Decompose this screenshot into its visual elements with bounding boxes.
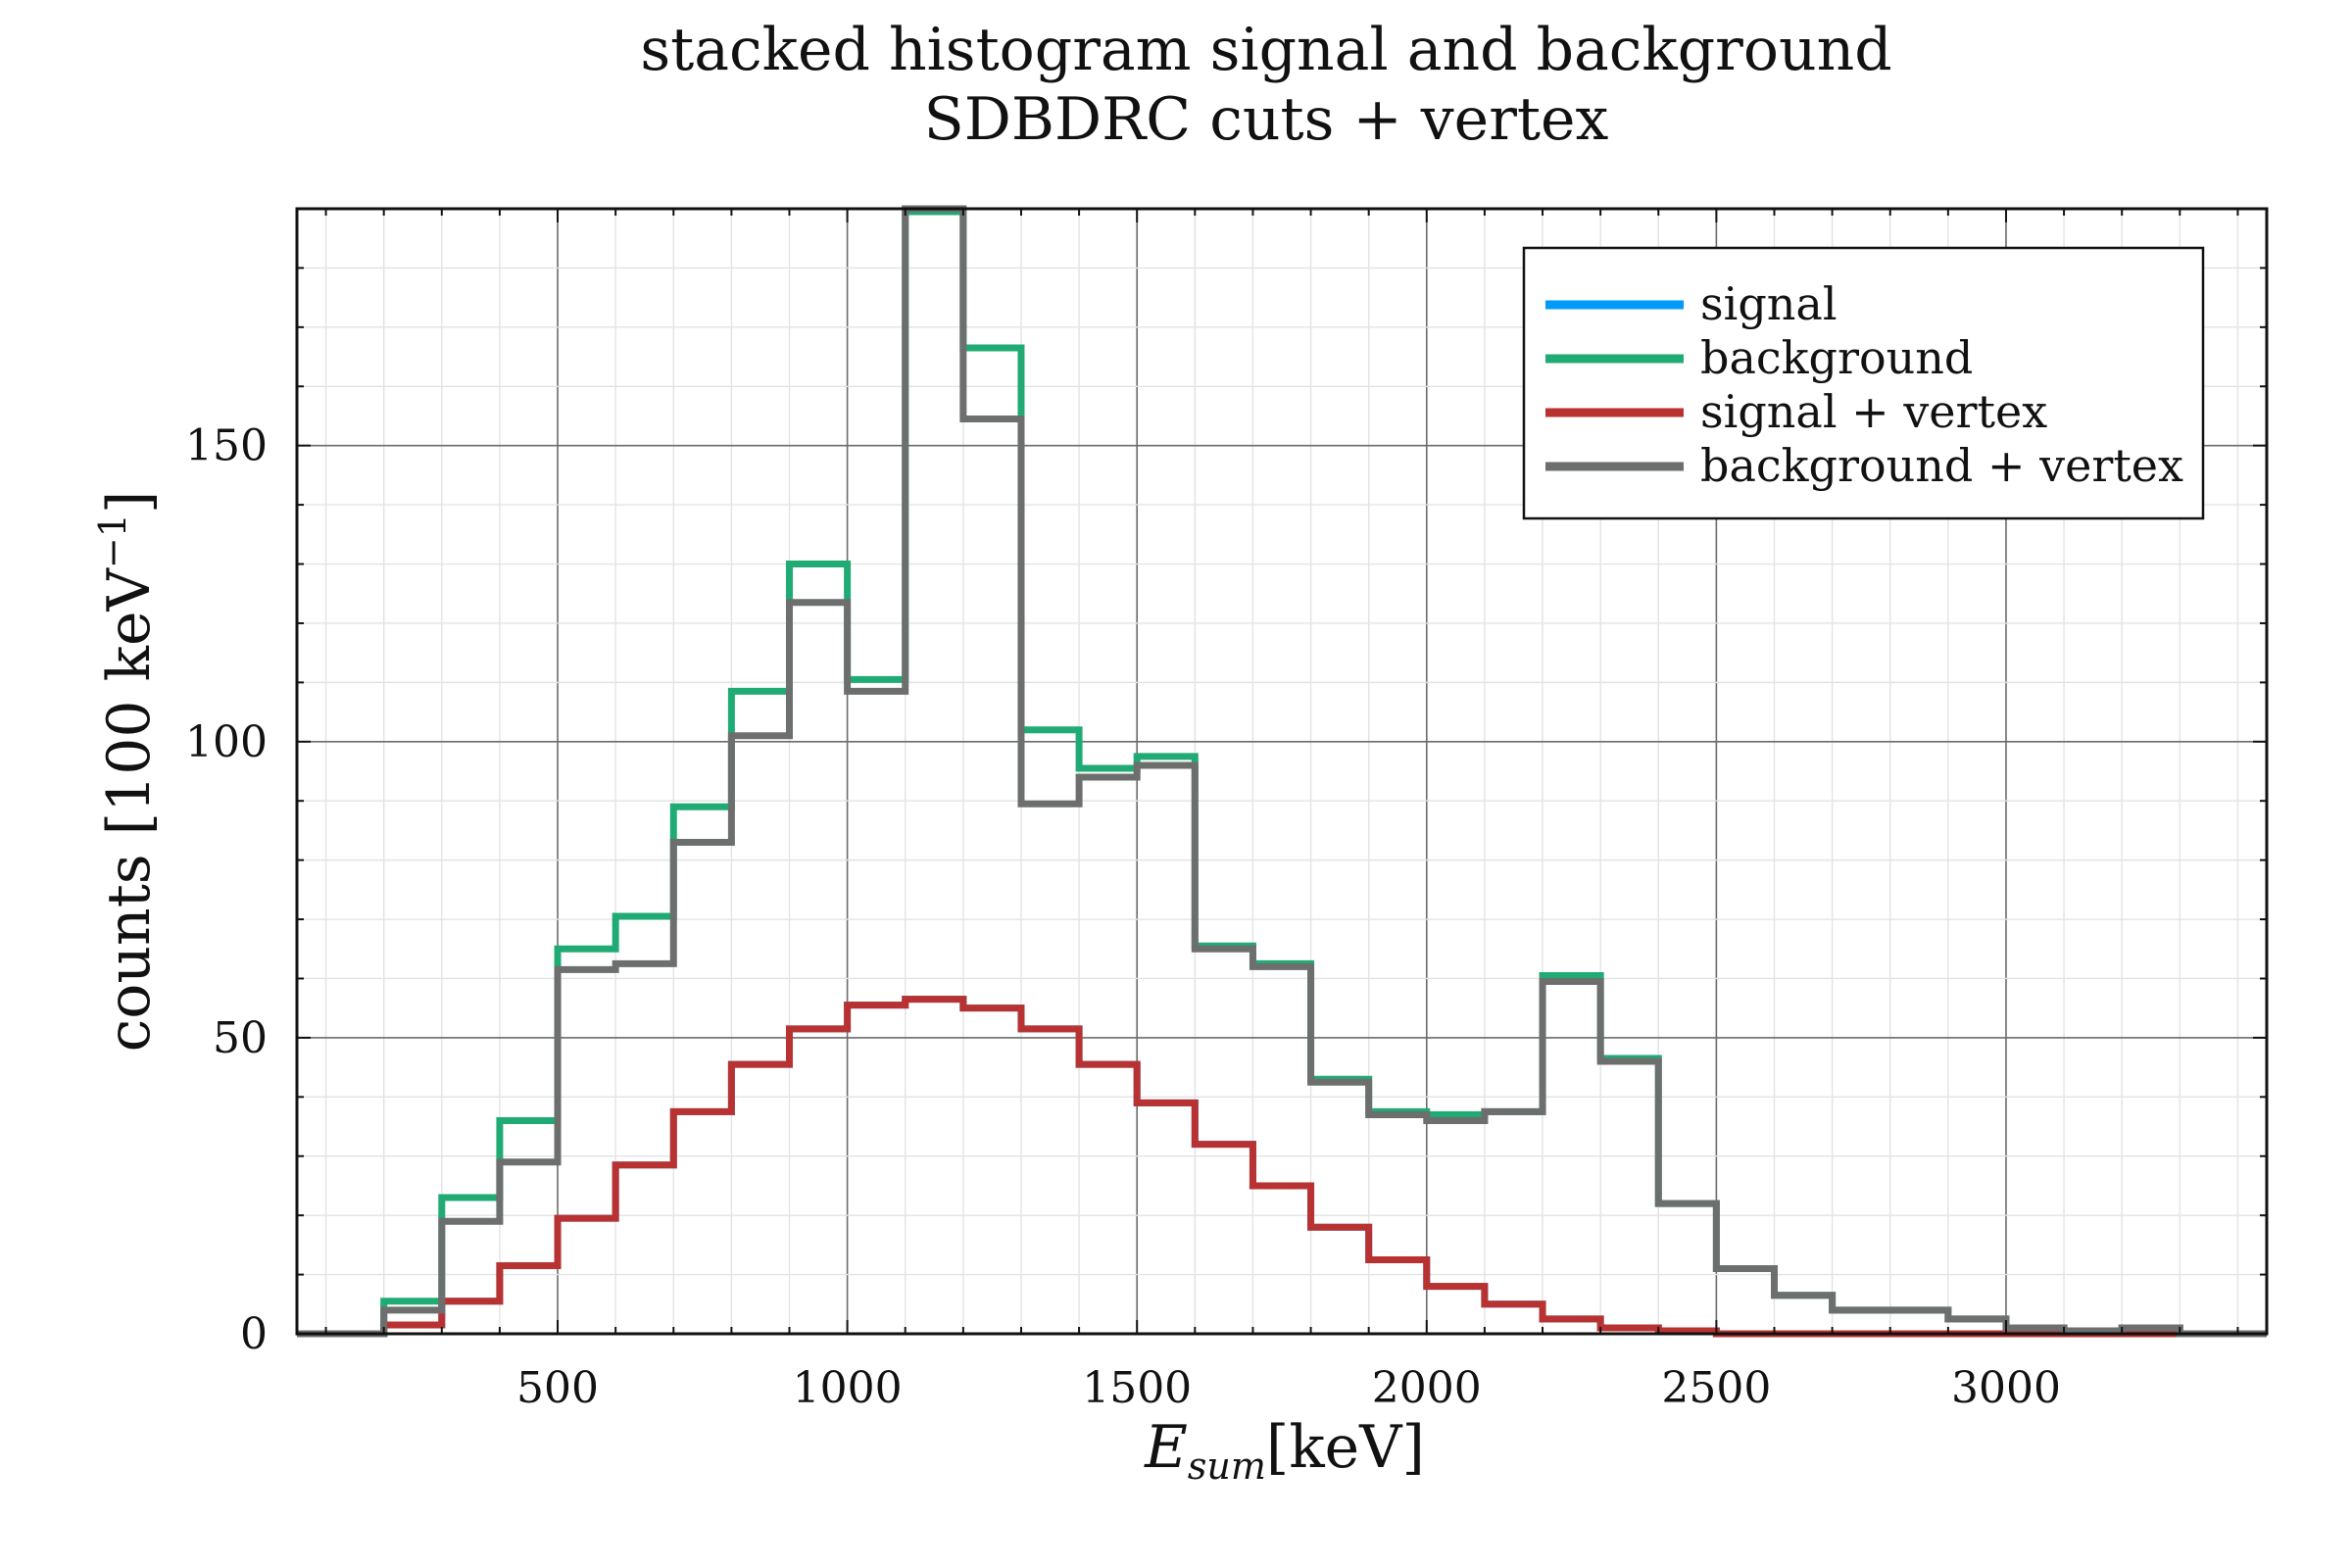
x-tick-label: 500 xyxy=(516,1363,599,1413)
y-tick-label: 150 xyxy=(185,421,268,471)
x-tick-label: 2000 xyxy=(1372,1363,1482,1413)
chart-title-line-1: stacked histogram signal and background xyxy=(640,16,1891,84)
y-axis-label: counts [100 keV−1] xyxy=(91,491,164,1053)
x-tick-label: 1000 xyxy=(793,1363,903,1413)
y-tick-label: 0 xyxy=(240,1309,268,1359)
y-tick-label: 100 xyxy=(185,717,268,767)
x-axis-symbol: E xyxy=(1144,1413,1188,1482)
legend-label-background: background xyxy=(1700,331,1973,384)
y-tick-label: 50 xyxy=(213,1013,268,1063)
y-tick-labels: 0 50 100 150 xyxy=(185,421,268,1359)
plot-frame xyxy=(295,207,2269,1336)
legend-box xyxy=(1522,246,2205,520)
y-axis-superscript: −1 xyxy=(91,514,134,568)
legend-label-signal: signal xyxy=(1700,277,1838,330)
x-tick-label: 1500 xyxy=(1082,1363,1192,1413)
x-tick-label: 2500 xyxy=(1661,1363,1771,1413)
x-axis-label: Esum[keV] xyxy=(1144,1413,1425,1488)
legend-label-background-vertex: background + vertex xyxy=(1700,439,2183,492)
legend-label-signal-vertex: signal + vertex xyxy=(1700,385,2047,438)
x-tick-label: 3000 xyxy=(1951,1363,2061,1413)
series-background-vertex-line xyxy=(297,205,2267,1338)
y-axis-text: counts [100 keV xyxy=(95,566,164,1052)
x-axis-subscript: sum xyxy=(1188,1445,1266,1488)
x-axis-unit: [keV] xyxy=(1266,1413,1425,1482)
y-axis-close: ] xyxy=(95,491,164,514)
axis-ticks xyxy=(297,208,2267,1335)
chart-title-line-2: SDBDRC cuts + vertex xyxy=(924,85,1609,154)
x-tick-labels: 500 1000 1500 2000 2500 3000 xyxy=(516,1363,2061,1413)
